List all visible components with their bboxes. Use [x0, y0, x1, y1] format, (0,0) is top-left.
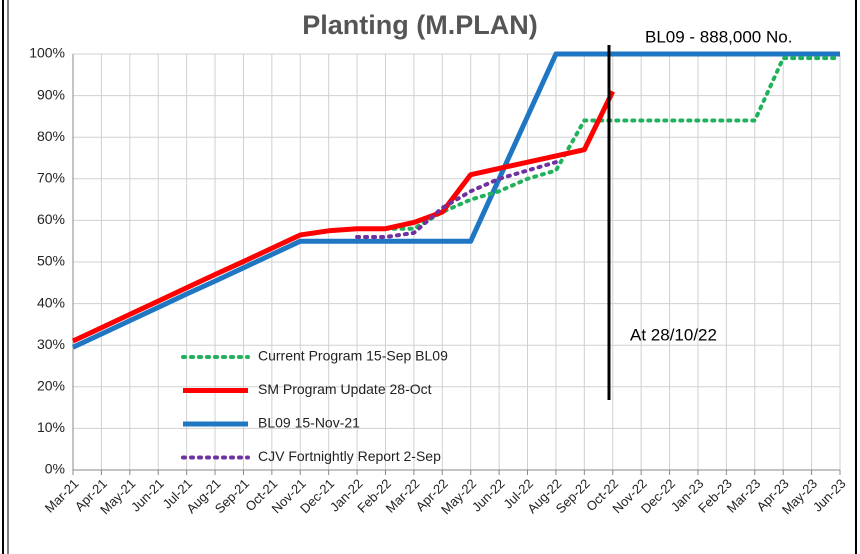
annotation: BL09 - 888,000 No. [645, 27, 792, 46]
series-line [383, 56, 842, 231]
y-tick-label: 0% [45, 461, 65, 477]
y-tick-label: 20% [37, 378, 65, 394]
y-tick-label: 40% [37, 294, 65, 310]
annotation: At 28/10/22 [630, 325, 717, 344]
legend-label: BL09 15-Nov-21 [258, 415, 360, 431]
y-tick-label: 80% [37, 128, 65, 144]
series-line [355, 160, 558, 240]
y-tick-label: 100% [29, 45, 65, 61]
y-tick-label: 90% [37, 86, 65, 102]
y-tick-label: 70% [37, 170, 65, 186]
series-line [71, 51, 840, 350]
y-tick-label: 10% [37, 419, 65, 435]
legend-label: Current Program 15-Sep BL09 [258, 348, 448, 364]
y-tick-label: 50% [37, 253, 65, 269]
y-tick-label: 60% [37, 211, 65, 227]
y-tick-label: 30% [37, 336, 65, 352]
series-line [71, 90, 615, 344]
legend-label: CJV Fortnightly Report 2-Sep [258, 448, 441, 464]
chart-title: Planting (M.PLAN) [302, 10, 537, 40]
legend-label: SM Program Update 28-Oct [258, 381, 432, 397]
